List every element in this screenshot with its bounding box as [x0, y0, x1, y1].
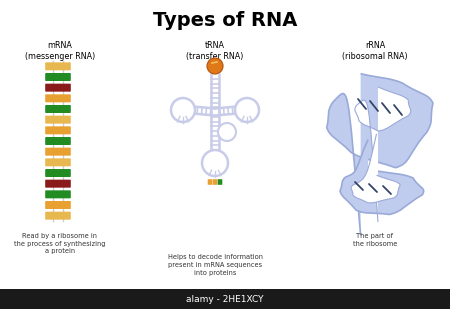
- FancyBboxPatch shape: [45, 201, 71, 209]
- Circle shape: [171, 98, 195, 122]
- FancyBboxPatch shape: [45, 169, 71, 177]
- PathPatch shape: [327, 74, 433, 168]
- Text: alamy - 2HE1XCY: alamy - 2HE1XCY: [186, 294, 264, 303]
- FancyBboxPatch shape: [45, 158, 71, 166]
- FancyBboxPatch shape: [45, 190, 71, 198]
- FancyBboxPatch shape: [45, 84, 71, 92]
- FancyBboxPatch shape: [45, 148, 71, 156]
- FancyBboxPatch shape: [45, 116, 71, 124]
- PathPatch shape: [355, 87, 411, 131]
- FancyBboxPatch shape: [45, 212, 71, 220]
- Text: Helps to decode information
present in mRNA sequences
into proteins: Helps to decode information present in m…: [167, 254, 262, 276]
- PathPatch shape: [340, 169, 424, 214]
- FancyBboxPatch shape: [45, 180, 71, 188]
- FancyBboxPatch shape: [218, 179, 222, 185]
- PathPatch shape: [351, 175, 400, 203]
- FancyBboxPatch shape: [45, 62, 71, 70]
- FancyBboxPatch shape: [213, 179, 217, 185]
- FancyBboxPatch shape: [45, 126, 71, 134]
- FancyBboxPatch shape: [45, 137, 71, 145]
- Text: tRNA
(transfer RNA): tRNA (transfer RNA): [186, 41, 244, 61]
- Text: rRNA
(ribosomal RNA): rRNA (ribosomal RNA): [342, 41, 408, 61]
- Circle shape: [202, 150, 228, 176]
- FancyBboxPatch shape: [45, 105, 71, 113]
- FancyBboxPatch shape: [45, 94, 71, 102]
- Text: Read by a ribosome in
the process of synthesizing
a protein: Read by a ribosome in the process of syn…: [14, 233, 106, 255]
- Bar: [0, 289, 450, 309]
- FancyBboxPatch shape: [208, 179, 212, 185]
- Circle shape: [218, 123, 236, 141]
- Text: Types of RNA: Types of RNA: [153, 11, 297, 30]
- Circle shape: [235, 98, 259, 122]
- FancyBboxPatch shape: [45, 73, 71, 81]
- Text: mRNA
(messenger RNA): mRNA (messenger RNA): [25, 41, 95, 61]
- Text: The part of
the ribosome: The part of the ribosome: [353, 233, 397, 247]
- Circle shape: [207, 58, 223, 74]
